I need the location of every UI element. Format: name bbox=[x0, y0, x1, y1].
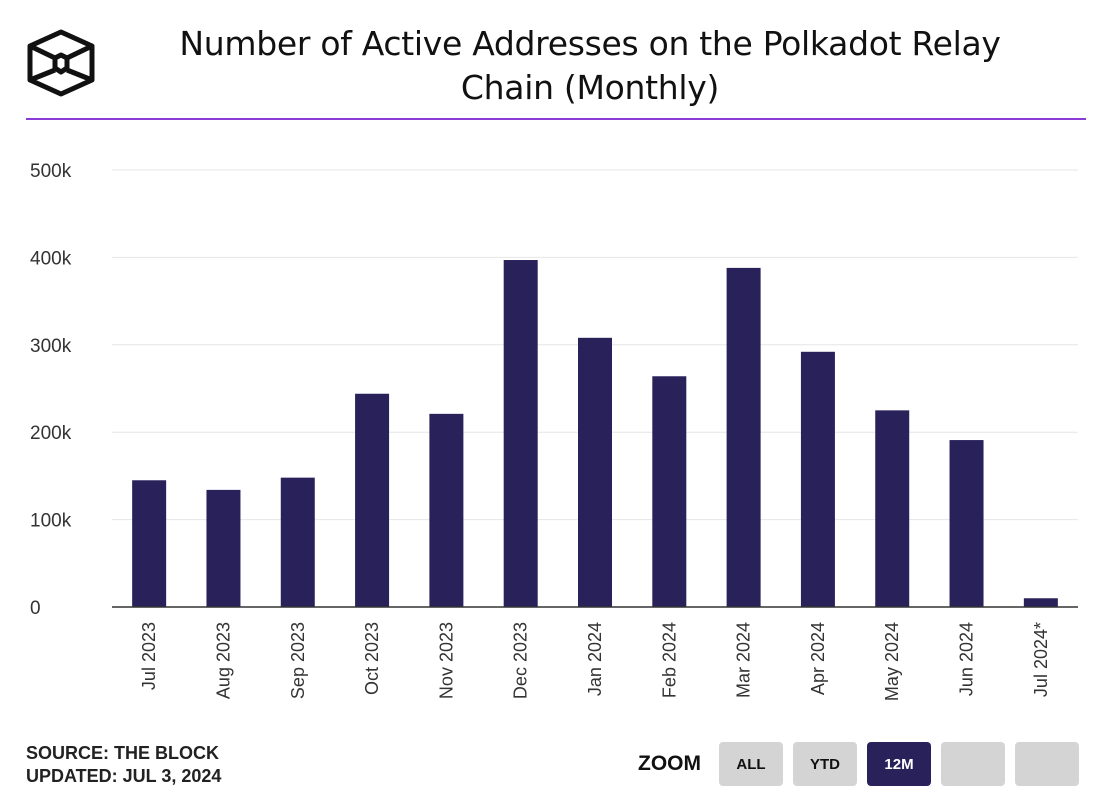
y-tick-label: 400k bbox=[30, 248, 72, 269]
the-block-logo-icon bbox=[27, 29, 95, 97]
bar bbox=[132, 480, 167, 607]
x-tick-label: Jul 2023 bbox=[139, 622, 159, 690]
title-line-1: Number of Active Addresses on the Polkad… bbox=[179, 24, 1001, 63]
zoom-ytd-button[interactable]: YTD bbox=[793, 742, 857, 786]
x-tick-label: Jun 2024 bbox=[957, 622, 977, 696]
bar bbox=[280, 477, 315, 607]
bar bbox=[578, 337, 612, 607]
title-line-2: Chain (Monthly) bbox=[460, 68, 720, 107]
y-tick-label: 100k bbox=[30, 511, 72, 532]
y-tick-label: 0 bbox=[30, 598, 41, 619]
bar-chart: 0 100k 200k 300k 400k 500k Jul 2023 Aug 2023 Sep… bbox=[30, 161, 1078, 701]
y-tick-label: 500k bbox=[30, 161, 72, 182]
chart-title: Number of Active Addresses on the Polkad… bbox=[110, 22, 1070, 110]
title-divider bbox=[26, 118, 1086, 120]
zoom-empty-button-2[interactable] bbox=[1015, 742, 1079, 786]
y-tick-label: 300k bbox=[30, 336, 72, 357]
x-tick-label: Aug 2023 bbox=[213, 622, 233, 699]
x-tick-label: Apr 2024 bbox=[808, 622, 828, 695]
source-text: SOURCE: THE BLOCK bbox=[26, 743, 219, 763]
x-tick-label: Sep 2023 bbox=[288, 622, 308, 699]
zoom-label: ZOOM bbox=[638, 752, 701, 775]
zoom-12m-button[interactable]: 12M bbox=[867, 742, 931, 786]
footer: SOURCE: THE BLOCK UPDATED: JUL 3, 2024 bbox=[26, 742, 221, 788]
zoom-empty-button-1[interactable] bbox=[941, 742, 1005, 786]
bar bbox=[652, 376, 687, 607]
zoom-all-button[interactable]: ALL bbox=[719, 742, 783, 786]
bar bbox=[949, 440, 984, 607]
x-tick-label: Jul 2024* bbox=[1031, 622, 1051, 697]
bar bbox=[355, 393, 390, 607]
x-tick-label: Dec 2023 bbox=[511, 622, 531, 699]
bar bbox=[875, 410, 910, 607]
bar bbox=[429, 413, 464, 607]
bar bbox=[206, 489, 241, 607]
updated-text: UPDATED: JUL 3, 2024 bbox=[26, 766, 222, 786]
bar bbox=[1023, 598, 1058, 607]
y-tick-label: 200k bbox=[30, 423, 72, 444]
x-tick-label: May 2024 bbox=[882, 622, 902, 701]
x-tick-label: Jan 2024 bbox=[585, 622, 605, 696]
bar bbox=[503, 260, 538, 607]
x-tick-label: Nov 2023 bbox=[436, 622, 456, 699]
x-tick-label: Feb 2024 bbox=[659, 622, 679, 698]
bar bbox=[726, 267, 761, 607]
x-tick-label: Oct 2023 bbox=[362, 622, 382, 695]
x-tick-label: Mar 2024 bbox=[734, 622, 754, 698]
bar bbox=[800, 351, 835, 607]
